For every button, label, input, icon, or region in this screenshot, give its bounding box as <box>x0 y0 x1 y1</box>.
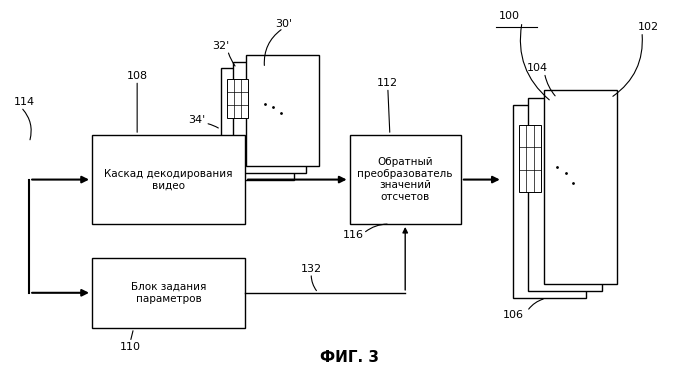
Text: Обратный
преобразователь
значений
отсчетов: Обратный преобразователь значений отсчет… <box>357 157 453 202</box>
Text: 100: 100 <box>499 11 520 21</box>
Text: 110: 110 <box>120 341 140 352</box>
Bar <box>92 135 245 224</box>
Text: 112: 112 <box>377 78 398 88</box>
Bar <box>226 79 248 118</box>
Bar <box>350 135 461 224</box>
Text: ФИГ. 3: ФИГ. 3 <box>320 350 379 365</box>
Text: 106: 106 <box>503 310 524 320</box>
Bar <box>221 68 294 180</box>
Text: 116: 116 <box>343 230 363 240</box>
Text: 104: 104 <box>527 63 548 73</box>
Text: Каскад декодирования
видео: Каскад декодирования видео <box>104 169 233 190</box>
Text: 34': 34' <box>188 115 205 125</box>
Text: 132: 132 <box>301 264 322 274</box>
Bar <box>92 258 245 328</box>
Text: 32': 32' <box>212 41 229 51</box>
Text: Блок задания
параметров: Блок задания параметров <box>131 282 206 304</box>
Text: 114: 114 <box>14 96 35 107</box>
Text: 102: 102 <box>638 22 659 33</box>
Bar <box>519 125 541 192</box>
Bar <box>544 91 617 283</box>
Bar <box>513 105 586 298</box>
Bar <box>246 55 319 166</box>
Text: 30': 30' <box>275 19 292 29</box>
Bar <box>528 98 602 291</box>
Bar <box>233 62 306 173</box>
Text: 108: 108 <box>127 71 147 81</box>
